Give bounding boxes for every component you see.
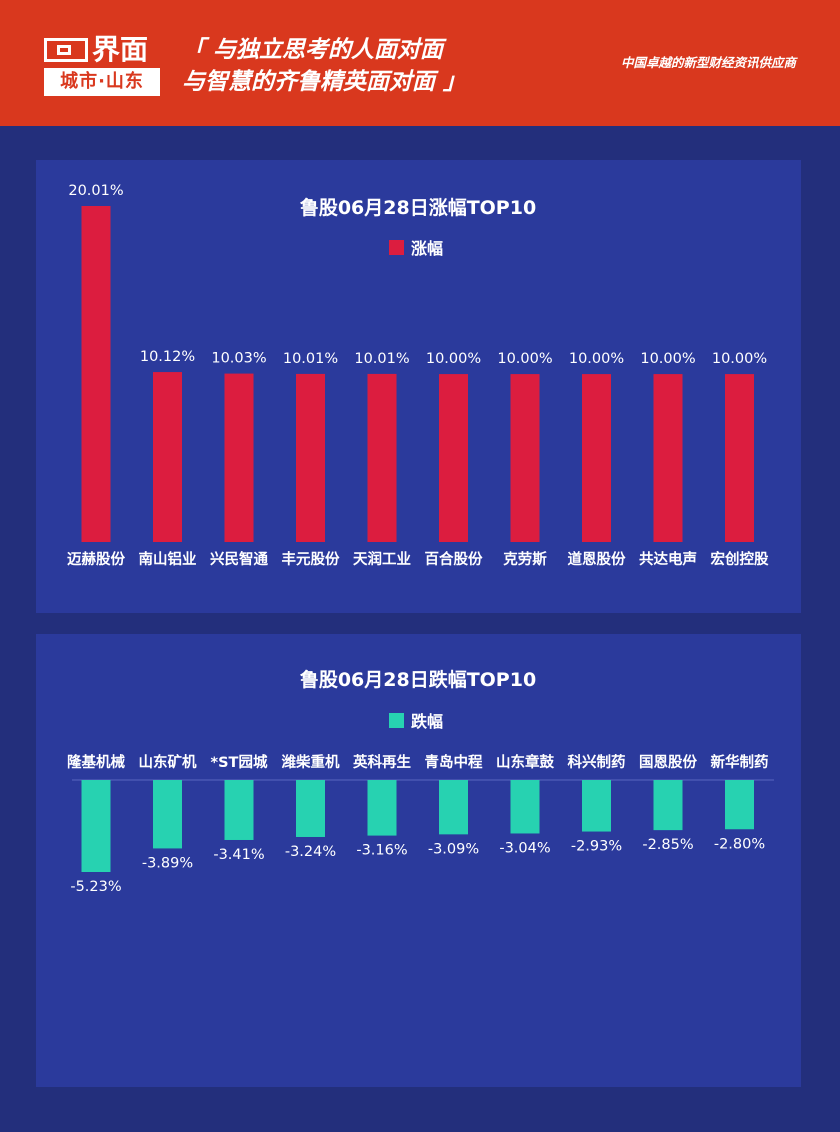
- legend-swatch: [389, 240, 404, 255]
- bar: [81, 206, 111, 542]
- legend-swatch: [389, 713, 404, 728]
- category-label: 百合股份: [425, 550, 483, 568]
- slogan-line-1: 「 与独立思考的人面对面: [182, 37, 444, 63]
- legend-label: 涨幅: [411, 239, 443, 258]
- category-label: 英科再生: [353, 753, 411, 771]
- category-label: 潍柴重机: [282, 753, 340, 771]
- bar: [725, 374, 754, 542]
- slogan-line-2: 与智慧的齐鲁精英面对面 」: [182, 69, 467, 95]
- bar: [367, 780, 397, 836]
- category-label: 道恩股份: [568, 550, 626, 568]
- bar: [296, 373, 325, 542]
- category-label: 科兴制药: [568, 753, 626, 771]
- data-label: -3.04%: [499, 840, 550, 856]
- slogan: 「 与独立思考的人面对面 与智慧的齐鲁精英面对面 」: [182, 34, 466, 98]
- category-label: 青岛中程: [425, 753, 483, 771]
- category-label: 宏创控股: [711, 550, 769, 568]
- data-label: -3.16%: [356, 843, 407, 859]
- data-label: -3.24%: [285, 844, 336, 860]
- data-label: 10.00%: [712, 351, 767, 367]
- category-label: 南山铝业: [139, 550, 197, 568]
- gainers-chart: 鲁股06月28日涨幅TOP10 涨幅 20.01% 迈赫股份 10.12% 南山铝业 1…: [67, 183, 769, 568]
- logo-brand-text: 界面: [92, 33, 149, 66]
- data-label: -2.80%: [714, 836, 765, 852]
- data-label: -2.85%: [642, 837, 693, 853]
- category-label: 国恩股份: [639, 753, 697, 771]
- bar: [725, 780, 754, 830]
- bar: [510, 780, 540, 834]
- category-label: 山东章鼓: [496, 753, 554, 771]
- data-label: 10.00%: [426, 351, 481, 367]
- losers-chart: 鲁股06月28日跌幅TOP10 跌幅 -5.23% 隆基机械 -3.89% 山东矿机 -…: [67, 668, 774, 895]
- chart-title: 鲁股06月28日跌幅TOP10: [299, 668, 536, 691]
- data-label: 10.01%: [283, 351, 338, 367]
- category-label: 兴民智通: [210, 550, 268, 568]
- logo: 界面 城市·山东: [44, 32, 160, 96]
- header-banner: 界面 城市·山东 「 与独立思考的人面对面 与智慧的齐鲁精英面对面 」 中国卓越…: [0, 0, 840, 126]
- data-label: -3.41%: [213, 847, 264, 863]
- bar: [224, 780, 254, 840]
- category-label: 新华制药: [711, 753, 769, 771]
- bar: [81, 780, 111, 872]
- category-label: *ST园城: [211, 753, 268, 771]
- category-label: 山东矿机: [139, 753, 197, 771]
- bar: [653, 780, 683, 831]
- data-label: -5.23%: [70, 879, 121, 895]
- category-label: 共达电声: [639, 550, 697, 568]
- category-label: 迈赫股份: [67, 550, 125, 568]
- bar: [582, 780, 611, 832]
- logo-brand: 界面: [44, 32, 160, 66]
- data-label: 20.01%: [68, 183, 123, 199]
- bar: [296, 780, 325, 837]
- chart-title: 鲁股06月28日涨幅TOP10: [299, 196, 536, 219]
- bar: [153, 780, 182, 849]
- data-label: -3.09%: [428, 841, 479, 857]
- legend-label: 跌幅: [411, 712, 443, 731]
- bar: [510, 374, 540, 542]
- bar: [367, 373, 397, 542]
- data-label: 10.12%: [140, 349, 195, 365]
- category-label: 隆基机械: [67, 753, 125, 771]
- bar: [439, 780, 468, 835]
- logo-mark-icon: [44, 38, 88, 62]
- data-label: 10.01%: [354, 351, 409, 367]
- data-label: 10.00%: [569, 351, 624, 367]
- logo-city: 城市·山东: [44, 68, 160, 96]
- bar: [224, 373, 254, 542]
- bar: [153, 372, 182, 542]
- gainers-panel: 鲁股06月28日涨幅TOP10 涨幅 20.01% 迈赫股份 10.12% 南山铝业 1…: [36, 160, 801, 613]
- bar: [582, 374, 611, 542]
- data-label: -3.89%: [142, 855, 193, 871]
- category-label: 克劳斯: [503, 550, 547, 568]
- bar: [439, 374, 468, 542]
- bar: [653, 374, 683, 542]
- category-label: 天润工业: [353, 550, 411, 568]
- data-label: 10.03%: [211, 351, 266, 367]
- losers-panel: 鲁股06月28日跌幅TOP10 跌幅 -5.23% 隆基机械 -3.89% 山东矿机 -…: [36, 634, 801, 1087]
- data-label: 10.00%: [497, 351, 552, 367]
- tagline: 中国卓越的新型财经资讯供应商: [620, 55, 796, 70]
- category-label: 丰元股份: [282, 550, 340, 568]
- data-label: 10.00%: [640, 351, 695, 367]
- data-label: -2.93%: [571, 839, 622, 855]
